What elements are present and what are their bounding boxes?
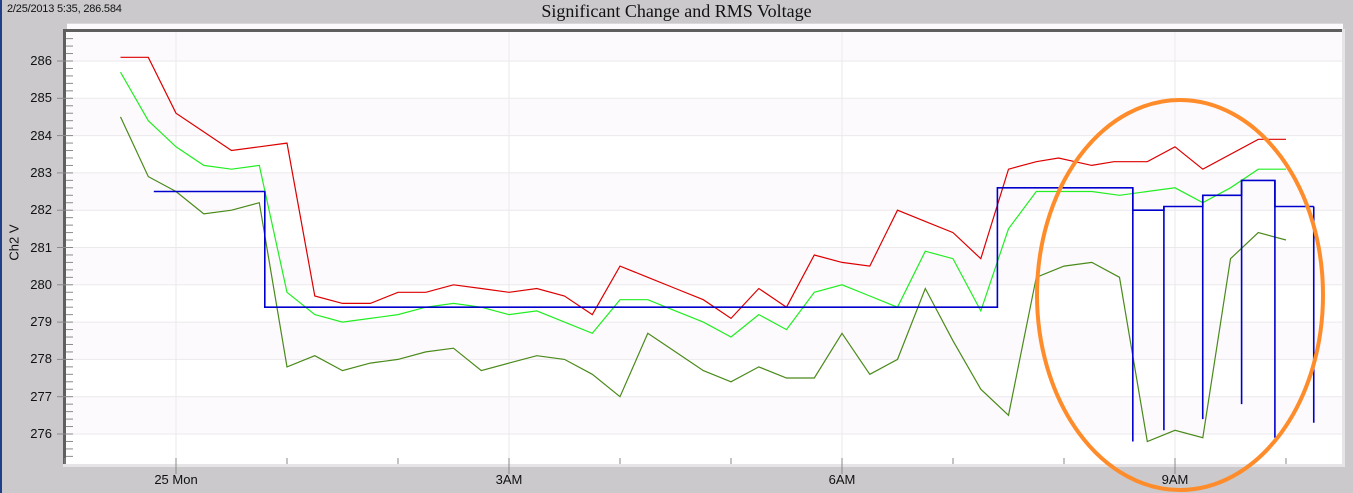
x-tick-label: 9AM — [1161, 472, 1189, 487]
series-lines — [119, 56, 1315, 443]
y-tick-label: 284 — [30, 127, 52, 143]
cursor-readout: 2/25/2013 5:35, 286.584 — [7, 3, 122, 15]
y-tick-label: 277 — [30, 388, 52, 404]
x-tick-label: 6AM — [828, 472, 856, 487]
y-tick-label: 276 — [30, 426, 52, 441]
y-tick-label: 279 — [30, 314, 52, 330]
plot-frame — [63, 23, 1345, 467]
x-tick-label: 3AM — [495, 472, 523, 487]
y-tick-label: 283 — [30, 164, 52, 180]
y-tick-label: 281 — [30, 239, 52, 255]
axis-ticks — [57, 38, 1287, 474]
window-left-edge — [0, 0, 2, 493]
y-tick-label: 278 — [30, 351, 52, 367]
y-tick-label: 286 — [30, 53, 52, 68]
grid-lines — [66, 32, 1342, 464]
y-tick-label: 280 — [30, 276, 52, 292]
y-tick-label: 282 — [30, 202, 52, 218]
x-tick-label: 25 Mon — [154, 472, 198, 487]
y-tick-label: 285 — [30, 90, 52, 106]
annotation-ellipse — [1035, 98, 1325, 492]
chart-title: Significant Change and RMS Voltage — [541, 1, 812, 21]
